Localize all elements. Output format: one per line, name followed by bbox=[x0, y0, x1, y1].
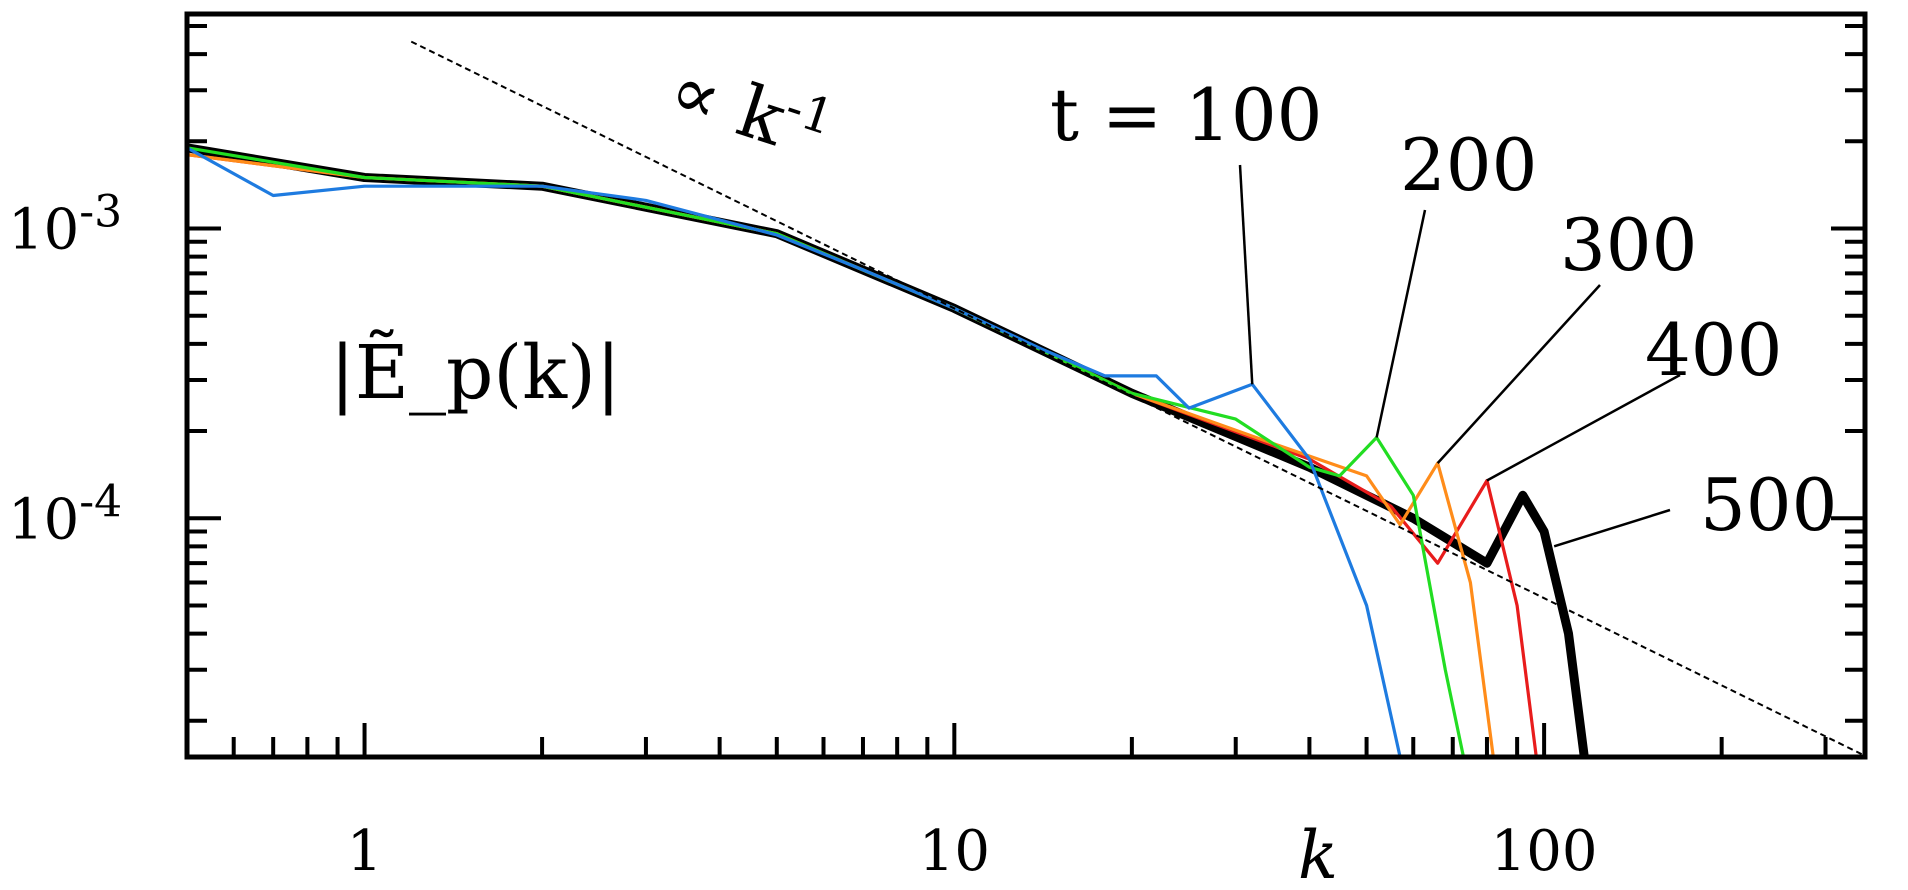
reference-slope-label-text: ∝ k bbox=[660, 46, 797, 162]
annotation-label: 500 bbox=[1700, 463, 1837, 547]
y-tick-label: 10-3 bbox=[8, 187, 122, 263]
svg-text:∝ k-1: ∝ k-1 bbox=[660, 43, 841, 176]
y-axis-label: |Ẽ_p(k)| bbox=[330, 328, 621, 416]
annotation-label: 400 bbox=[1645, 308, 1782, 392]
x-axis-label: k bbox=[1298, 817, 1338, 890]
plot-frame bbox=[184, 11, 1868, 760]
annotation-leader bbox=[1553, 508, 1671, 548]
x-tick-label: 100 bbox=[1491, 819, 1598, 884]
y-tick-label: 10-4 bbox=[8, 476, 122, 552]
annotation-label: 200 bbox=[1400, 123, 1537, 207]
series-line-4 bbox=[187, 153, 1538, 757]
axes-layer: 1 10 100 10-3 10-4 bbox=[8, 11, 1868, 884]
annotation-leader bbox=[1486, 373, 1681, 482]
series-layer bbox=[187, 143, 1589, 757]
annotation-layer: t = 100 200 300 400 500 bbox=[1050, 73, 1837, 548]
annotation-label: t = 100 bbox=[1050, 73, 1322, 157]
annotation-label: 300 bbox=[1560, 203, 1697, 287]
annotation-leader bbox=[1375, 209, 1427, 438]
annotation-leader bbox=[1436, 284, 1601, 464]
reference-slope-label: ∝ k-1 bbox=[660, 43, 841, 176]
series-line-5 bbox=[187, 143, 1589, 757]
y-axis-label-text: |Ẽ_p(k)| bbox=[330, 328, 621, 416]
x-tick-label: 1 bbox=[347, 819, 383, 884]
x-tick-label: 10 bbox=[919, 819, 990, 884]
annotation-leader bbox=[1238, 164, 1254, 385]
